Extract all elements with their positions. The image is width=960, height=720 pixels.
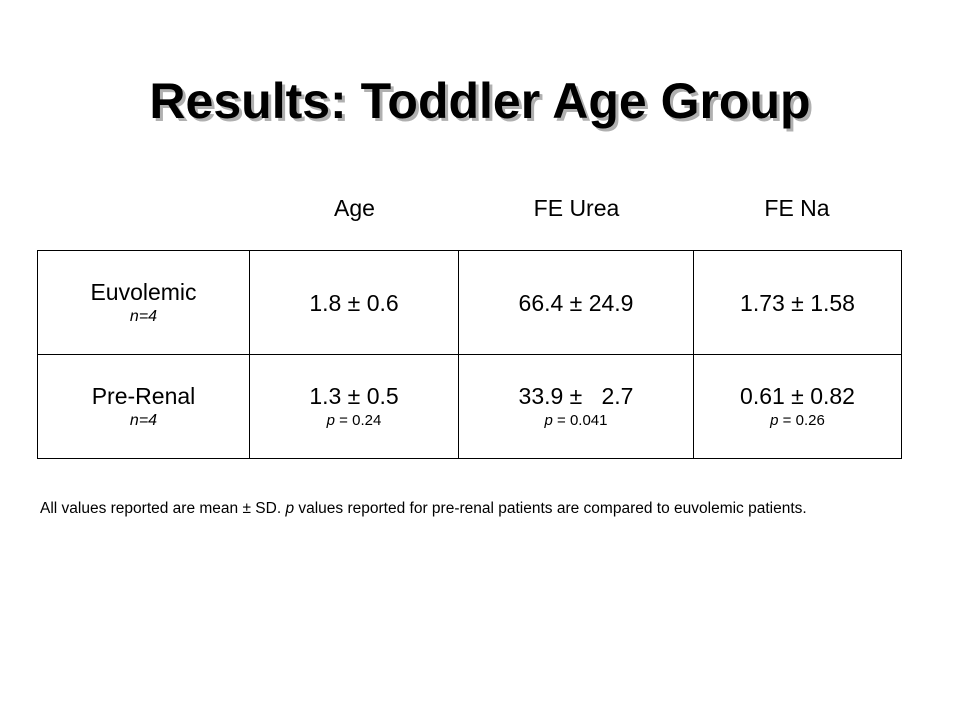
footnote-text-2: values reported for pre-renal patients a… [294, 500, 807, 517]
fe-na-p-value: p = 0.26 [694, 410, 901, 432]
row-label: Pre-Renal [91, 382, 196, 409]
age-value: 1.8 ± 0.6 [309, 289, 399, 316]
age-cell: 1.3 ± 0.5 p = 0.24 [249, 354, 459, 459]
age-value: 1.3 ± 0.5 [309, 382, 399, 409]
results-table: Euvolemic n=4 1.8 ± 0.6 66.4 ± 24.9 1.73… [37, 250, 902, 459]
fe-urea-cell: 33.9 ± 2.7 p = 0.041 [458, 354, 694, 459]
p-symbol: p [326, 411, 336, 429]
fe-urea-value: 33.9 ± 2.7 [518, 382, 634, 409]
footnote: All values reported are mean ± SD. p val… [40, 497, 912, 521]
p-number: = 0.24 [335, 411, 382, 429]
p-number: = 0.26 [778, 411, 825, 429]
age-p-value: p = 0.24 [250, 410, 458, 432]
footnote-text-1: All values reported are mean ± SD. [40, 500, 286, 517]
row-sample-size: n=4 [129, 411, 158, 429]
column-header-fe-urea: FE Urea [533, 195, 620, 221]
column-header-fe-na: FE Na [764, 195, 830, 221]
age-cell: 1.8 ± 0.6 [249, 250, 459, 355]
fe-urea-p-value: p = 0.041 [459, 410, 693, 432]
table-row-pre-renal: Pre-Renal n=4 1.3 ± 0.5 p = 0.24 33.9 ± … [37, 354, 902, 459]
p-symbol: p [770, 411, 779, 429]
row-label: Euvolemic [90, 278, 197, 305]
fe-urea-value: 66.4 ± 24.9 [518, 289, 634, 316]
p-symbol: p [544, 411, 553, 429]
column-header-age: Age [334, 195, 375, 221]
row-label-cell: Pre-Renal n=4 [37, 354, 250, 459]
fe-na-cell: 1.73 ± 1.58 [693, 250, 902, 355]
footnote-p-symbol: p [285, 500, 295, 517]
row-sample-size: n=4 [129, 307, 158, 325]
fe-na-value: 1.73 ± 1.58 [740, 289, 855, 316]
row-label-cell: Euvolemic n=4 [37, 250, 250, 355]
table-row-euvolemic: Euvolemic n=4 1.8 ± 0.6 66.4 ± 24.9 1.73… [37, 250, 902, 355]
fe-na-value: 0.61 ± 0.82 [740, 382, 855, 409]
fe-na-cell: 0.61 ± 0.82 p = 0.26 [693, 354, 902, 459]
fe-urea-cell: 66.4 ± 24.9 [458, 250, 694, 355]
slide-title: Results: Toddler Age Group [149, 73, 811, 129]
p-number: = 0.041 [552, 411, 608, 429]
